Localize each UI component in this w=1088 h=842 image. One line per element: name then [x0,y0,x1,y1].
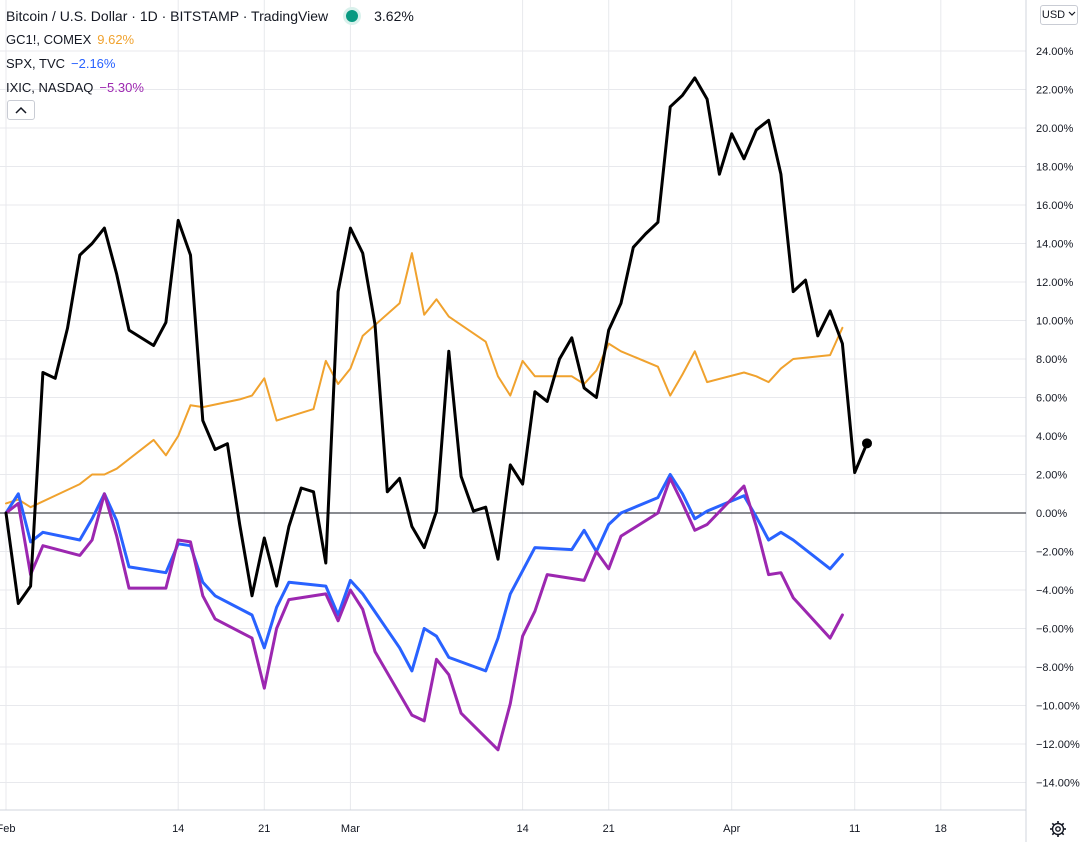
x-tick-label: 14 [516,823,528,835]
y-tick-label: 0.00% [1036,508,1067,520]
y-tick-label: 14.00% [1036,239,1074,251]
legend-main-title: Bitcoin / U.S. Dollar · 1D · BITSTAMP · … [6,8,329,24]
y-tick-label: 20.00% [1036,123,1074,135]
legend-item-label: GC1!, COMEX [6,32,92,47]
chevron-up-icon [15,106,27,114]
x-tick-label: Feb [0,823,15,835]
price-axis[interactable]: 24.00% 22.00% 20.00% 18.00% 16.00% 14.00% 12.0… [1036,46,1080,790]
x-tick-label: 14 [172,823,184,835]
legend-item-value: 9.62% [97,32,135,47]
series-lines [4,76,872,752]
grid [0,0,1027,842]
y-tick-label: −10.00% [1036,701,1080,713]
y-tick-label: −12.00% [1036,739,1080,751]
y-tick-label: 10.00% [1036,316,1074,328]
y-tick-label: −8.00% [1036,662,1074,674]
x-tick-label: Apr [723,823,740,835]
y-tick-label: 16.00% [1036,200,1074,212]
y-tick-label: 24.00% [1036,46,1074,58]
legend-item-value: −5.30% [99,80,144,95]
x-tick-label: 21 [258,823,270,835]
market-status-icon [346,10,359,22]
y-tick-label: −4.00% [1036,585,1074,597]
chart-legend: Bitcoin / U.S. Dollar · 1D · BITSTAMP · … [6,4,414,100]
series-last-point-marker [862,438,872,449]
y-tick-label: 22.00% [1036,85,1074,97]
x-tick-label: 18 [935,823,947,835]
x-tick-label: 21 [603,823,615,835]
y-tick-label: 18.00% [1036,162,1074,174]
y-tick-label: −14.00% [1036,778,1080,790]
legend-item-gc1[interactable]: GC1!, COMEX 9.62% [6,28,414,52]
y-tick-label: −2.00% [1036,547,1074,559]
y-tick-label: 8.00% [1036,354,1067,366]
series-line-gc1-comex [5,252,844,509]
y-tick-label: 6.00% [1036,393,1067,405]
x-tick-label: Mar [341,823,360,835]
y-tick-label: 12.00% [1036,277,1074,289]
series-line-spx-tvc [4,473,844,673]
series-line-bitcoin-u-s-dollar [4,76,869,605]
legend-item-label: IXIC, NASDAQ [6,80,94,95]
legend-item-ixic[interactable]: IXIC, NASDAQ −5.30% [6,76,414,100]
currency-selector[interactable]: USD [1040,5,1078,25]
gear-icon[interactable] [1049,820,1067,838]
legend-collapse-button[interactable] [7,100,35,120]
legend-item-spx[interactable]: SPX, TVC −2.16% [6,52,414,76]
legend-main-value: 3.62% [374,8,414,24]
x-tick-label: 11 [849,823,860,835]
y-tick-label: −6.00% [1036,624,1074,636]
time-axis[interactable]: Feb 14 21 Mar 14 21 Apr 11 18 [0,823,947,835]
legend-main-symbol[interactable]: Bitcoin / U.S. Dollar · 1D · BITSTAMP · … [6,4,414,28]
y-tick-label: 2.00% [1036,470,1067,482]
y-tick-label: 4.00% [1036,431,1067,443]
chevron-down-icon [1068,11,1076,16]
legend-item-value: −2.16% [71,56,116,71]
series-line-ixic-nasdaq [4,476,844,752]
legend-item-label: SPX, TVC [6,56,66,71]
currency-label: USD [1041,9,1066,21]
